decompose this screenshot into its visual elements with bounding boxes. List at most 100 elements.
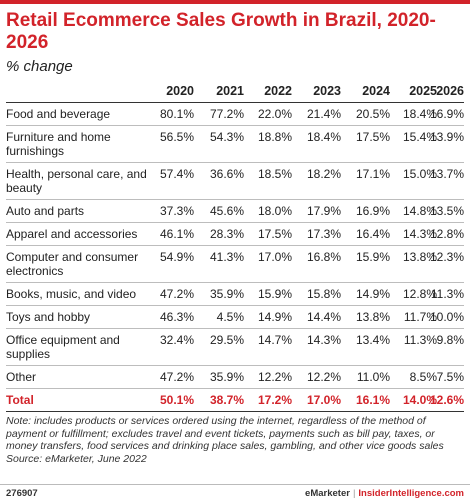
table-row: Furniture and home furnishings 56.5% 54.3%… [6,126,464,163]
cell-value-2023: 14.4% [306,310,341,324]
data-table: 2020 2021 2022 2023 2024 2025 2026 Food and be… [6,80,464,412]
cell-value-2026: 13.5% [429,204,464,218]
row-label: Office equipment and supplies [6,333,120,361]
table-row: Auto and parts 37.3% 45.6% 18.0% 17.9% 16.9% 1… [6,200,464,223]
cell-value-2022: 14.7% [257,333,292,347]
footer-brand: eMarketer | InsiderIntelligence.com [305,488,464,499]
cell-value-2024: 16.9% [355,204,390,218]
cell-value-2022: 18.8% [257,130,292,144]
cell-value-2023: 17.3% [306,227,341,241]
total-value-2020: 50.1% [159,393,194,407]
cell-value-2021: 77.2% [209,107,244,121]
cell-value-2022: 22.0% [257,107,292,121]
cell-value-2026: 16.9% [429,107,464,121]
chart-title: Retail Ecommerce Sales Growth in Brazil,… [6,10,436,53]
cell-value-2022: 14.9% [257,310,292,324]
column-header-2020: 2020 [166,84,194,98]
cell-value-2023: 18.2% [306,167,341,181]
row-label: Books, music, and video [6,287,137,301]
cell-value-2021: 28.3% [209,227,244,241]
cell-value-2023: 17.9% [306,204,341,218]
table-row: Toys and hobby 46.3% 4.5% 14.9% 14.4% 13.8% 11… [6,306,464,329]
cell-value-2021: 36.6% [209,167,244,181]
cell-value-2026: 12.3% [429,250,464,264]
cell-value-2020: 32.4% [159,333,194,347]
column-header-2023: 2023 [313,84,341,98]
total-value-2026: 12.6% [429,393,464,407]
row-label: Food and beverage [6,107,111,121]
brand-emarketer: eMarketer [305,488,350,499]
cell-value-2024: 15.9% [355,250,390,264]
cell-value-2021: 35.9% [209,287,244,301]
cell-value-2021: 35.9% [209,370,244,384]
cell-value-2021: 54.3% [209,130,244,144]
table-row: Health, personal care, and beauty 57.4% 36… [6,163,464,200]
total-label: Total [6,393,34,407]
cell-value-2021: 29.5% [209,333,244,347]
cell-value-2026: 10.0% [429,310,464,324]
cell-value-2021: 4.5% [216,310,244,324]
cell-value-2026: 9.8% [436,333,464,347]
cell-value-2025: 13.8% [402,250,437,264]
total-value-2025: 14.0% [402,393,437,407]
cell-value-2023: 16.8% [306,250,341,264]
chart-id: 276907 [6,488,38,499]
total-row: Total 50.1% 38.7% 17.2% 17.0% 16.1% 14.0% 12.6% [6,389,464,412]
table-row: Other 47.2% 35.9% 12.2% 12.2% 11.0% 8.5% 7.5% [6,366,464,389]
cell-value-2020: 46.1% [159,227,194,241]
chart-subtitle: % change [6,58,73,75]
total-value-2024: 16.1% [355,393,390,407]
top-accent-bar [0,0,470,4]
cell-value-2020: 56.5% [159,130,194,144]
cell-value-2022: 17.5% [257,227,292,241]
row-label: Furniture and home furnishings [6,130,111,158]
cell-value-2022: 18.5% [257,167,292,181]
cell-value-2023: 15.8% [306,287,341,301]
column-header-2025: 2025 [409,84,437,98]
cell-value-2022: 15.9% [257,287,292,301]
cell-value-2025: 11.3% [403,333,437,347]
cell-value-2020: 37.3% [159,204,194,218]
total-value-2021: 38.7% [209,393,244,407]
table-row: Books, music, and video 47.2% 35.9% 15.9% 15… [6,283,464,306]
cell-value-2026: 13.9% [429,130,464,144]
cell-value-2026: 12.8% [429,227,464,241]
cell-value-2021: 41.3% [209,250,244,264]
cell-value-2023: 12.2% [306,370,341,384]
cell-value-2020: 80.1% [159,107,194,121]
cell-value-2025: 18.4% [402,107,437,121]
cell-value-2024: 20.5% [355,107,390,121]
row-label: Health, personal care, and beauty [6,167,147,195]
footer-bar: 276907 eMarketer | InsiderIntelligence.com [0,484,470,502]
cell-value-2020: 57.4% [159,167,194,181]
cell-value-2024: 16.4% [355,227,390,241]
row-label: Toys and hobby [6,310,91,324]
cell-value-2022: 12.2% [257,370,292,384]
column-header-2022: 2022 [264,84,292,98]
cell-value-2025: 14.8% [402,204,437,218]
cell-value-2025: 8.5% [409,370,437,384]
cell-value-2024: 17.1% [355,167,390,181]
cell-value-2025: 15.4% [402,130,437,144]
cell-value-2023: 14.3% [306,333,341,347]
brand-insider-intelligence: InsiderIntelligence.com [358,488,464,499]
cell-value-2025: 12.8% [402,287,437,301]
cell-value-2021: 45.6% [209,204,244,218]
cell-value-2026: 7.5% [436,370,464,384]
table-row: Food and beverage 80.1% 77.2% 22.0% 21.4% 20.… [6,103,464,126]
cell-value-2025: 15.0% [402,167,437,181]
table-header-row: 2020 2021 2022 2023 2024 2025 2026 [6,80,464,103]
table-row: Computer and consumer electronics 54.9% 41… [6,246,464,283]
cell-value-2024: 13.4% [355,333,390,347]
column-header-2024: 2024 [362,84,390,98]
table-row: Office equipment and supplies 32.4% 29.5% 1… [6,329,464,366]
column-header-2021: 2021 [216,84,244,98]
cell-value-2026: 11.3% [430,287,464,301]
cell-value-2020: 47.2% [159,370,194,384]
cell-value-2020: 46.3% [159,310,194,324]
cell-value-2026: 13.7% [429,167,464,181]
cell-value-2024: 11.0% [356,370,390,384]
cell-value-2023: 18.4% [306,130,341,144]
cell-value-2025: 14.3% [402,227,437,241]
total-value-2022: 17.2% [257,393,292,407]
